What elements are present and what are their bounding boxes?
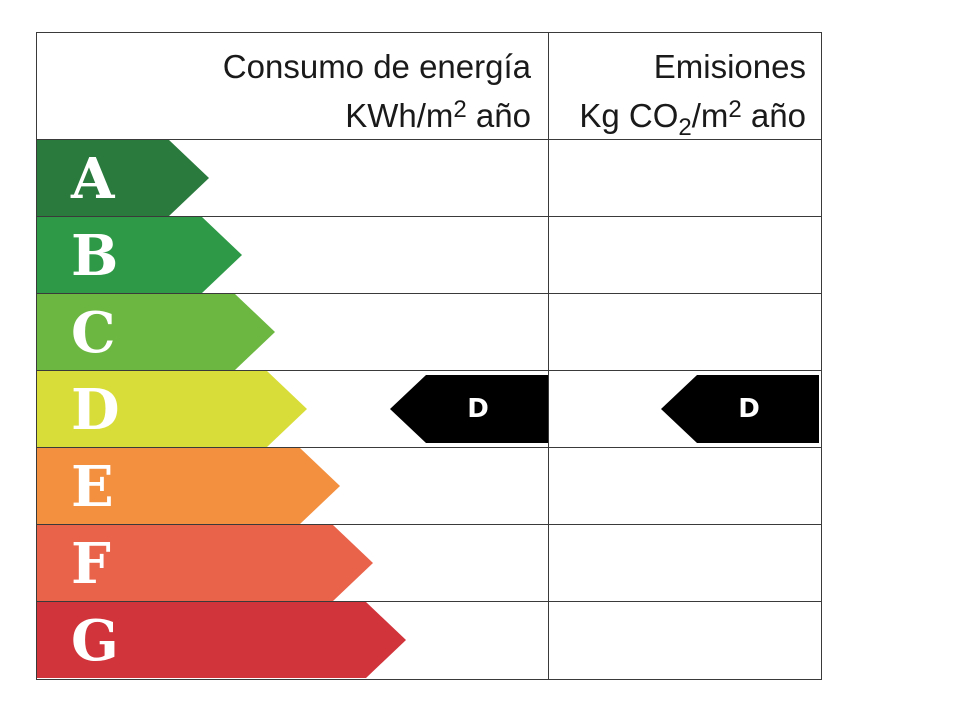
class-letter-f: F bbox=[71, 531, 112, 597]
emissions-unit-exponent: 2 bbox=[728, 96, 742, 123]
emissions-header: Emisiones Kg CO2/m2 año bbox=[550, 45, 806, 149]
class-letter-b: B bbox=[71, 223, 120, 289]
class-arrow-d bbox=[37, 371, 307, 447]
class-letter-c: C bbox=[71, 300, 117, 366]
emissions-unit-mid: /m bbox=[691, 97, 729, 134]
emissions-rating-indicator: D bbox=[661, 375, 819, 443]
energy-unit-prefix: KWh/m bbox=[345, 97, 454, 134]
rating-row-f: F bbox=[37, 525, 821, 602]
rating-row-b: B bbox=[37, 217, 821, 294]
rating-rows: A B C D D D E F G bbox=[37, 140, 821, 679]
emissions-unit-subscript: 2 bbox=[678, 114, 692, 141]
energy-unit-suffix: año bbox=[466, 97, 531, 134]
class-arrow-c bbox=[37, 294, 275, 370]
energy-rating-indicator: D bbox=[390, 375, 548, 443]
energy-label-table: Consumo de energía KWh/m2 año Emisiones … bbox=[36, 32, 822, 680]
class-arrow-b bbox=[37, 217, 242, 293]
energy-consumption-unit: KWh/m2 año bbox=[37, 88, 531, 137]
rating-row-a: A bbox=[37, 140, 821, 217]
class-letter-g: G bbox=[71, 608, 120, 674]
class-arrow-g bbox=[37, 602, 406, 678]
header-row: Consumo de energía KWh/m2 año Emisiones … bbox=[37, 33, 821, 141]
emissions-title: Emisiones bbox=[653, 48, 806, 85]
column-divider bbox=[548, 33, 549, 679]
energy-consumption-title: Consumo de energía bbox=[222, 48, 531, 85]
energy-unit-exponent: 2 bbox=[453, 96, 467, 123]
emissions-rating-letter: D bbox=[738, 394, 760, 424]
rating-row-e: E bbox=[37, 448, 821, 525]
class-arrow-e bbox=[37, 448, 340, 524]
rating-row-c: C bbox=[37, 294, 821, 371]
energy-rating-letter: D bbox=[467, 394, 489, 424]
rating-row-d: D D D bbox=[37, 371, 821, 448]
energy-consumption-header: Consumo de energía KWh/m2 año bbox=[37, 45, 531, 137]
rating-row-g: G bbox=[37, 602, 821, 679]
emissions-unit-prefix: Kg CO bbox=[579, 97, 679, 134]
class-arrow-a bbox=[37, 140, 209, 216]
emissions-unit-suffix: año bbox=[741, 97, 806, 134]
class-letter-a: A bbox=[71, 146, 116, 212]
class-arrow-f bbox=[37, 525, 373, 601]
emissions-unit: Kg CO2/m2 año bbox=[550, 88, 806, 149]
class-letter-e: E bbox=[71, 454, 115, 520]
class-letter-d: D bbox=[71, 377, 121, 443]
